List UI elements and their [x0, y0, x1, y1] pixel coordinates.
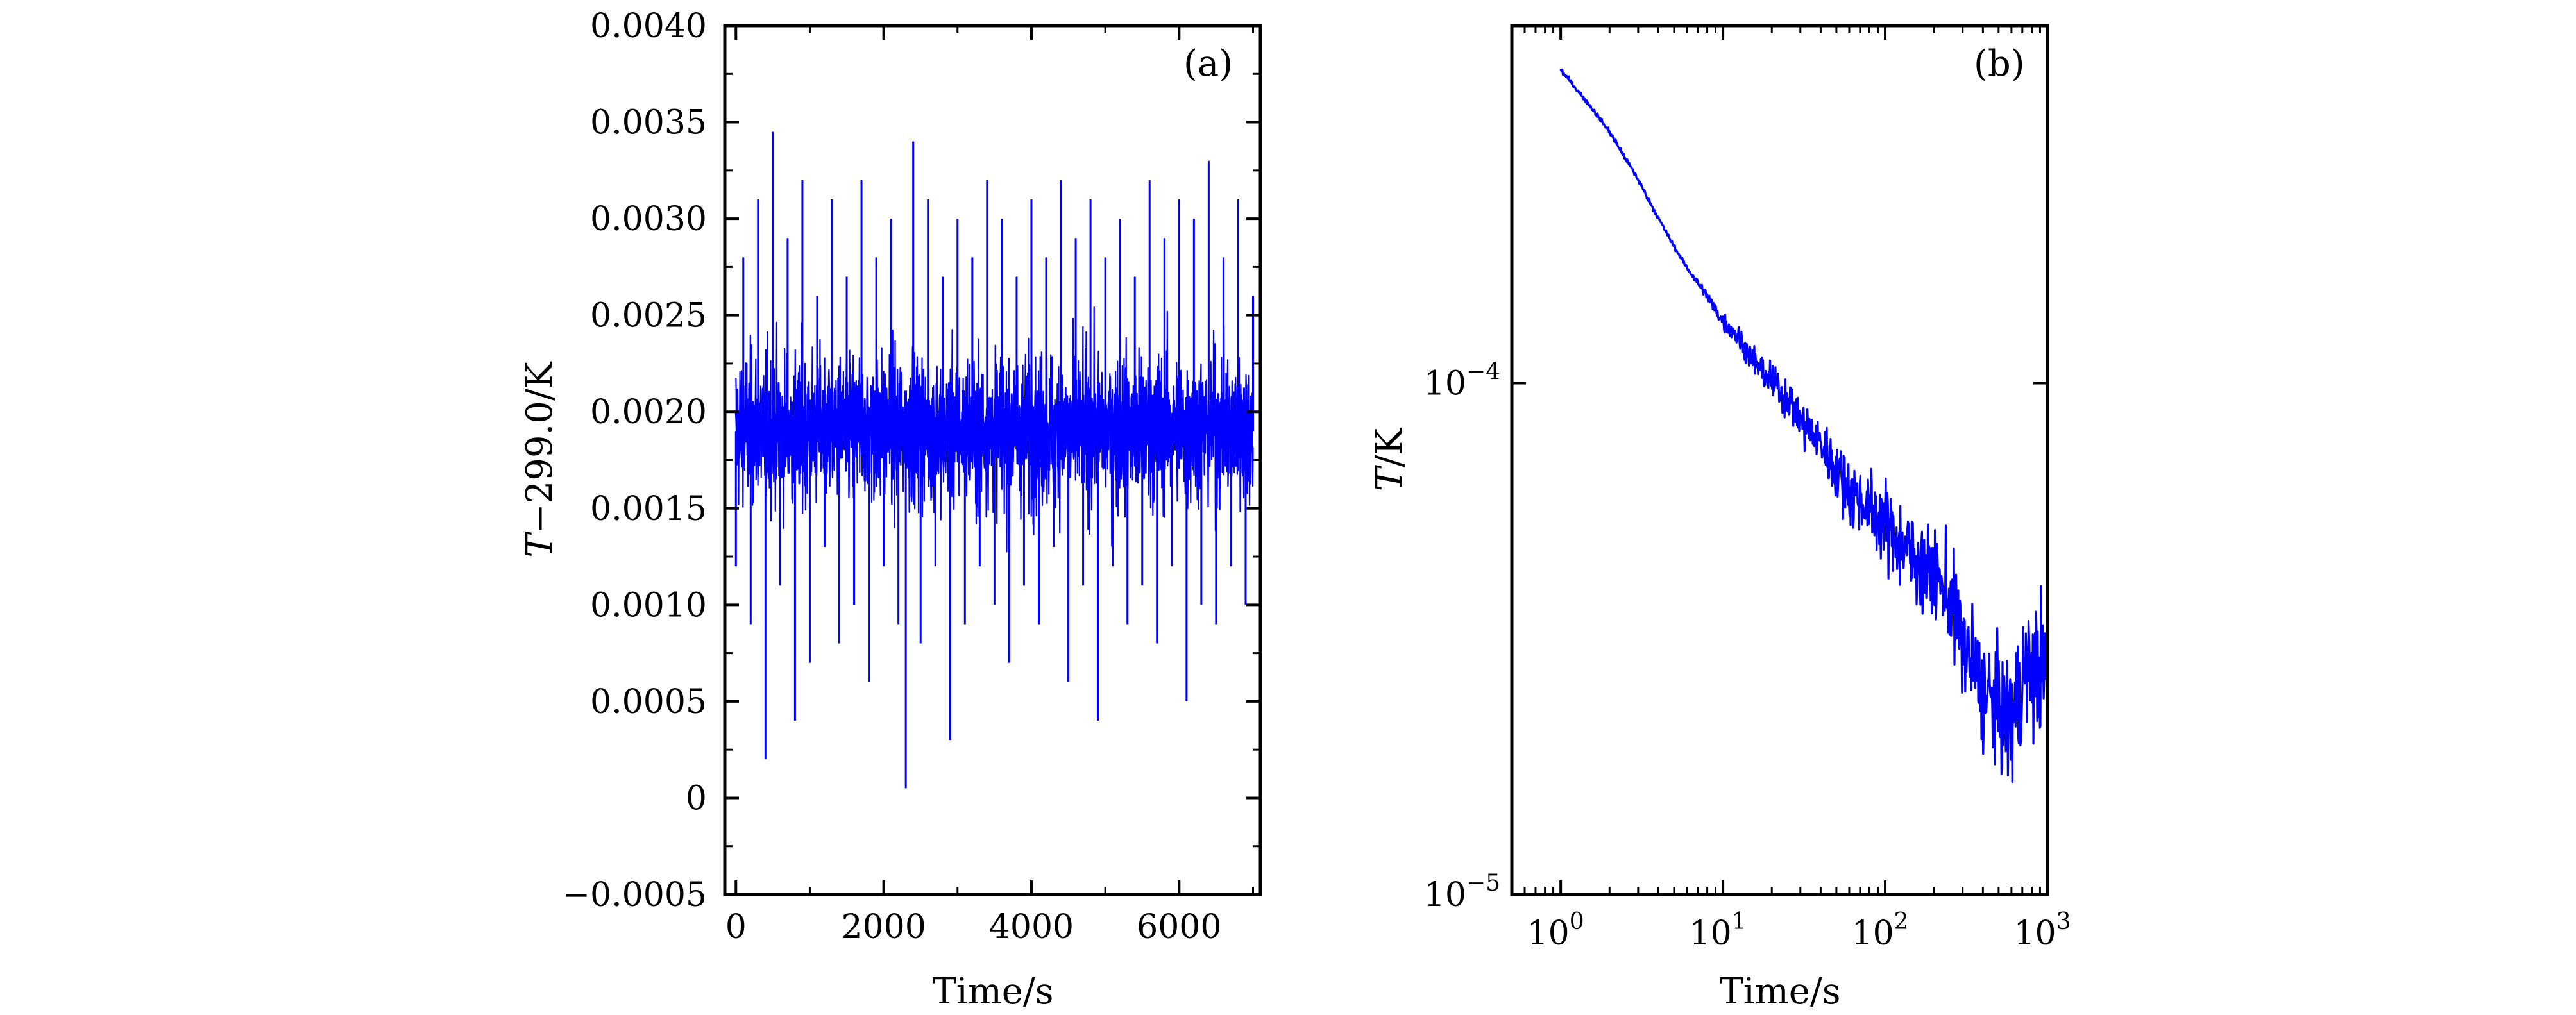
- panel-b-data-point: [1997, 709, 2000, 711]
- panel-b-axes-frame: [1510, 24, 2049, 896]
- panel-b-data-point: [1706, 295, 1709, 298]
- panel-a-x-tick-label: 0: [725, 908, 747, 946]
- y-axis-label-rest: −299.0/K: [519, 361, 561, 533]
- panel-b-data-point: [2021, 681, 2024, 684]
- panel-b-data-point: [1673, 245, 1675, 247]
- panel-b-y-tick-label-base: 10: [1424, 876, 1466, 914]
- panel-a-y-tick-label: 0.0035: [590, 104, 707, 142]
- y-axis-label-symbol: T: [519, 532, 561, 558]
- panel-b-data-point: [1637, 178, 1640, 181]
- panel-b-data-point: [1933, 575, 1935, 577]
- panel-a-core-band: [734, 362, 1254, 489]
- panel-b-x-tick-label-exponent: 1: [1732, 909, 1747, 935]
- panel-b-label: (b): [1974, 43, 2025, 85]
- panel-b-data-point: [2010, 718, 2013, 721]
- panel-a-y-tick-label: −0.0005: [562, 876, 707, 914]
- panel-b-data-point: [1799, 418, 1802, 421]
- panel-b-data-point: [1686, 267, 1688, 269]
- panel-a-y-tick-label: 0.0015: [590, 490, 707, 528]
- panel-b-series-group: [1559, 68, 2047, 784]
- y-axis-label-symbol: T: [1369, 465, 1411, 491]
- panel-b-data-point: [1734, 332, 1737, 335]
- panel-b-y-tick-label-exponent: −5: [1466, 870, 1500, 896]
- panel-b-x-tick-label-base: 10: [1690, 914, 1732, 953]
- panel-b-data-point: [1588, 104, 1591, 106]
- panel-b-x-tick-label: 100: [1527, 909, 1584, 953]
- panel-b-data-point: [1884, 523, 1886, 525]
- panel-a-series-group: [734, 131, 1254, 789]
- panel-b-x-tick-label-base: 10: [1852, 914, 1894, 953]
- panel-b-data-point: [1722, 320, 1724, 323]
- panel-b-x-tick-label: 103: [2013, 909, 2071, 953]
- panel-b-x-axis-label: Time/s: [1719, 971, 1840, 1012]
- panel-b-x-tick-label-base: 10: [1527, 914, 1570, 953]
- panel-a-x-tick-label: 4000: [989, 908, 1074, 946]
- panel-b-x-tick-label-exponent: 3: [2056, 909, 2071, 935]
- panel-a-y-tick-label: 0.0025: [590, 297, 707, 335]
- panel-b-y-axis-label: T/K: [1369, 428, 1411, 491]
- panel-b-data-point: [2030, 664, 2033, 667]
- panel-b-data-point: [1981, 690, 1984, 692]
- panel-b-data-point: [1657, 217, 1659, 219]
- panel-b-x-tick-label: 102: [1852, 909, 1909, 953]
- panel-a-x-tick-label: 6000: [1137, 908, 1221, 946]
- panel-b-data-point: [1559, 69, 1562, 71]
- panel-b-data-point: [1949, 597, 1951, 600]
- panel-b-y-tick-label: 10−4: [1424, 358, 1500, 403]
- panel-a-y-axis-label: T−299.0/K: [519, 361, 561, 557]
- panel-b-data-point: [1913, 554, 1915, 557]
- panel-b-data-point: [1848, 488, 1851, 491]
- panel-b-x-tick-label-exponent: 2: [1894, 909, 1909, 935]
- panel-a-x-tick-label: 2000: [841, 908, 926, 946]
- panel-a-label: (a): [1183, 43, 1233, 85]
- panel-b-data-point: [1897, 541, 1899, 543]
- panel-a-ticks: 0 2000 4000 6000 −0.0005 0 0.0005 0.0010 0.0015 0…: [562, 7, 1260, 946]
- panel-a-y-tick-label: 0.0010: [590, 586, 707, 625]
- panel-b-x-tick-label-exponent: 0: [1570, 909, 1584, 935]
- panel-b-data-point: [1770, 382, 1773, 384]
- y-axis-label-rest: /K: [1369, 428, 1411, 467]
- panel-b-data-point: [1786, 396, 1789, 398]
- panel-a-x-axis-label: Time/s: [932, 971, 1053, 1012]
- panel-b-x-tick-label: 101: [1690, 909, 1747, 953]
- panel-a-y-tick-label: 0.0020: [590, 393, 707, 432]
- panel-b-y-tick-label-exponent: −4: [1466, 358, 1500, 385]
- panel-a-y-tick-label: 0.0030: [590, 200, 707, 239]
- panel-b-x-tick-label-base: 10: [2013, 914, 2056, 953]
- panel-b-series-line: [1559, 68, 2047, 784]
- panel-b-data-point: [1835, 467, 1838, 470]
- panel-b-data-point: [1962, 642, 1964, 644]
- panel-a-y-tick-label: 0.0005: [590, 683, 707, 721]
- panel-a-y-tick-label: 0.0040: [590, 7, 707, 46]
- chart-panel-a: 0 2000 4000 6000 −0.0005 0 0.0005 0.0010 0.0015 0…: [519, 7, 1262, 1012]
- panel-a-y-tick-label: 0: [686, 779, 707, 818]
- panel-b-data-point: [1819, 443, 1822, 446]
- panel-b-y-tick-label-base: 10: [1424, 364, 1466, 403]
- panel-b-y-tick-label: 10−5: [1424, 870, 1500, 914]
- panel-b-data-point: [1750, 357, 1753, 359]
- panel-b-data-point: [1608, 131, 1611, 133]
- panel-b-data-point: [1868, 507, 1871, 509]
